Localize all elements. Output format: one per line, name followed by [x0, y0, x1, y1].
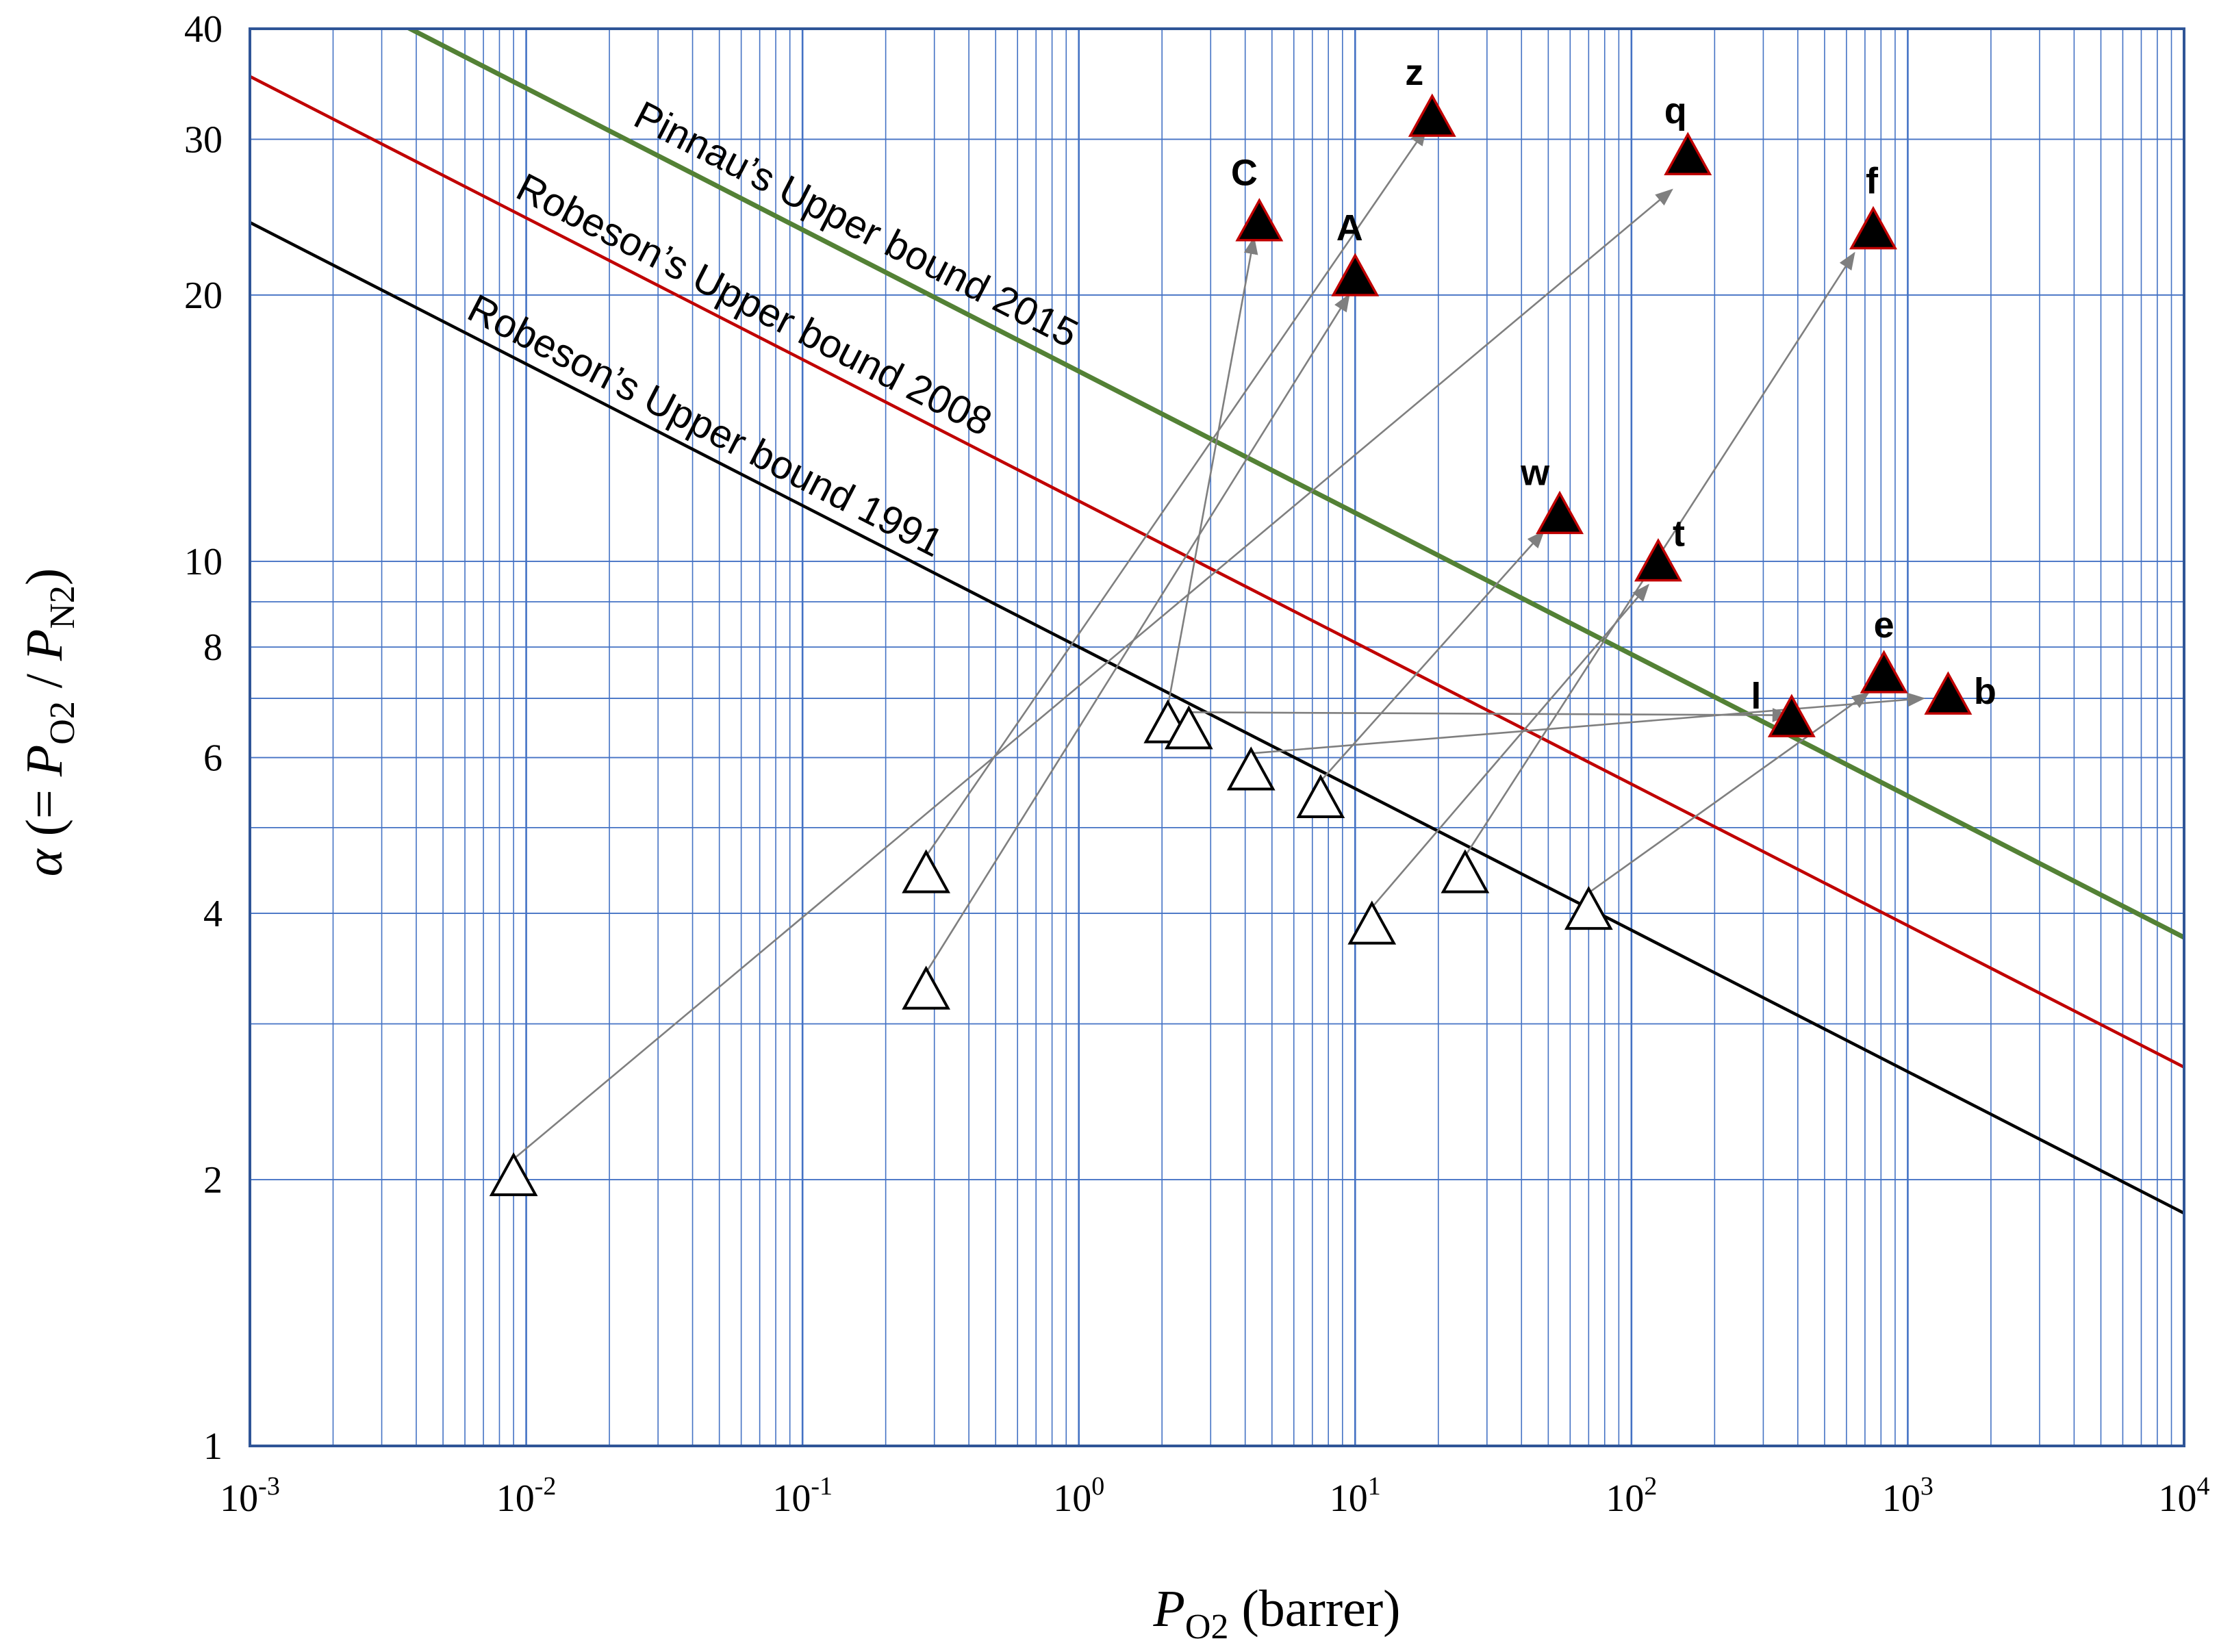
open-triangle-marker — [1347, 900, 1397, 945]
x-axis-title: PO2 (barrer) — [1152, 1580, 1400, 1647]
point-label: w — [1520, 452, 1550, 493]
y-tick-labels: 1 2 4 6 8 10 20 30 40 — [184, 8, 223, 1468]
open-triangle-marker — [489, 1152, 538, 1197]
open-triangle-marker — [1564, 885, 1613, 930]
filled-triangle-marker — [1408, 93, 1456, 137]
x-tick-label: 100 — [1053, 1472, 1104, 1520]
shift-arrow — [513, 188, 1673, 1160]
point-label: f — [1866, 160, 1879, 201]
filled-triangle-marker — [1536, 490, 1584, 535]
grid — [249, 29, 2184, 1446]
filled-triangle-marker — [1860, 650, 1908, 694]
x-tick-label: 10-3 — [220, 1472, 280, 1520]
y-tick-label: 1 — [203, 1425, 223, 1468]
point-labels: Cz Aq f w t l e b — [1231, 52, 1996, 717]
open-triangle-marker — [1296, 774, 1345, 818]
y-tick-label: 20 — [184, 275, 223, 317]
shift-arrow — [925, 293, 1350, 974]
open-triangle-marker — [1164, 705, 1213, 750]
x-tick-label: 103 — [1882, 1472, 1933, 1520]
point-label: q — [1664, 90, 1687, 131]
filled-triangle-marker — [1849, 205, 1897, 250]
x-tick-label: 102 — [1606, 1472, 1657, 1520]
upper-bound-label: Robeson’s Upper bound 1991 — [461, 286, 950, 566]
open-triangle-marker — [1226, 746, 1276, 791]
y-tick-label: 30 — [184, 118, 223, 161]
y-tick-label: 2 — [203, 1159, 223, 1202]
upper-bound-line — [405, 29, 2184, 940]
upper-bound-label: Pinnau’s Upper bound 2015 — [627, 92, 1085, 356]
filled-triangle-marker — [1767, 694, 1816, 737]
filled-triangle-marker — [1634, 537, 1682, 582]
y-axis-title: α (= PO2 / PN2) — [16, 568, 82, 877]
filled-triangle-marker — [1664, 131, 1712, 176]
y-tick-label: 6 — [203, 737, 223, 780]
point-label: e — [1874, 605, 1894, 646]
plot-frame — [249, 27, 2185, 1447]
open-triangle-marker — [1441, 849, 1490, 893]
y-tick-label: 4 — [203, 893, 223, 935]
x-tick-label: 10-2 — [496, 1472, 557, 1520]
point-label: l — [1751, 676, 1761, 717]
filled-triangle-marker — [1924, 671, 1973, 715]
upper-bound-line — [250, 220, 2184, 1215]
point-label: b — [1974, 671, 1996, 712]
shift-arrow — [1319, 530, 1545, 782]
shift-arrow — [925, 127, 1427, 857]
x-tick-label: 104 — [2159, 1472, 2210, 1520]
shift-arrow — [1189, 708, 1790, 722]
filled-triangle-marker — [1235, 198, 1284, 242]
x-tick-label: 10-1 — [772, 1472, 833, 1520]
filled-triangle-marker — [1331, 253, 1380, 296]
open-triangle-marker — [902, 849, 950, 893]
point-label: z — [1405, 52, 1423, 93]
x-tick-labels: 10-3 10-2 10-1 100 101 102 103 104 — [220, 1472, 2209, 1520]
shift-arrow — [1167, 236, 1258, 707]
data-markers — [489, 93, 1973, 1197]
shift-arrow — [1588, 691, 1870, 894]
open-triangle-marker — [902, 965, 950, 1010]
y-tick-label: 40 — [184, 8, 223, 51]
point-label: A — [1336, 207, 1363, 249]
point-label: C — [1231, 153, 1258, 194]
y-tick-label: 8 — [203, 626, 223, 669]
shift-arrow — [1251, 692, 1925, 754]
point-label: t — [1673, 513, 1685, 555]
y-tick-label: 10 — [184, 541, 223, 583]
upper-bound-line — [250, 75, 2184, 1069]
shift-arrow — [1371, 583, 1650, 908]
x-tick-label: 101 — [1330, 1472, 1381, 1520]
